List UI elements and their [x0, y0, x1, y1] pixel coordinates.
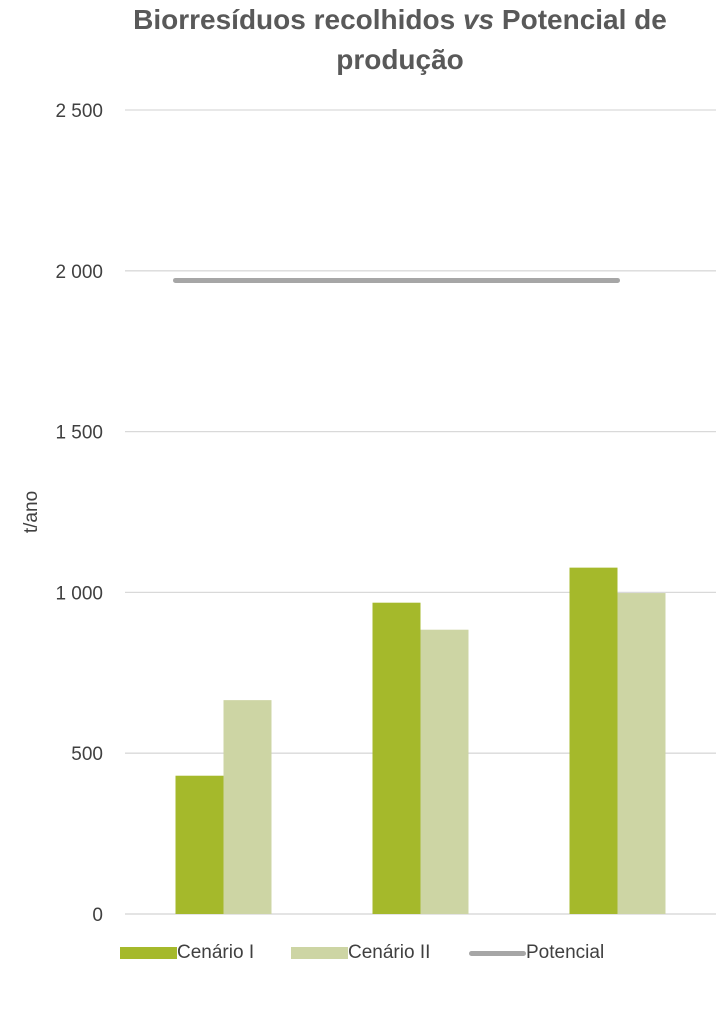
y-tick-label: 1 000	[55, 583, 103, 604]
chart-title-line-1: Biorresíduos recolhidos vs Potencial de	[60, 0, 720, 40]
bar	[617, 593, 666, 914]
bar	[372, 602, 421, 914]
y-axis-label: t/ano	[21, 491, 42, 533]
legend-item-cenario-1: Cenário I	[120, 935, 254, 971]
legend-swatch-cenario-1	[120, 947, 177, 959]
y-tick-label: 2 500	[55, 101, 103, 122]
bar	[569, 567, 618, 914]
y-tick-label: 2 000	[55, 262, 103, 283]
chart-title-line-2: produção	[336, 44, 464, 75]
title-part-1: Biorresíduos recolhidos	[133, 4, 463, 35]
legend-swatch-cenario-2	[291, 947, 348, 959]
y-axis-ticks: 0 500 1 000 1 500 2 000 2 500	[55, 101, 103, 926]
legend-label-cenario-2: Cenário II	[348, 942, 431, 963]
bar	[223, 700, 272, 914]
legend-label-potencial: Potencial	[526, 942, 605, 963]
legend-label-cenario-1: Cenário I	[177, 942, 255, 963]
legend-swatch-potencial	[469, 950, 526, 956]
legend-item-potencial: Potencial	[469, 935, 604, 971]
y-tick-label: 500	[71, 744, 103, 765]
y-tick-label: 0	[92, 905, 103, 926]
title-italic: vs	[462, 4, 495, 35]
chart-title: Biorresíduos recolhidos vs Potencial de …	[60, 0, 720, 80]
legend: Cenário I Cenário II Potencial	[0, 935, 720, 971]
legend-item-cenario-2: Cenário II	[291, 935, 430, 971]
bars	[175, 567, 666, 914]
title-part-2: Potencial de	[494, 4, 667, 35]
bar	[420, 629, 469, 914]
bar	[175, 775, 224, 914]
y-tick-label: 1 500	[55, 423, 103, 444]
